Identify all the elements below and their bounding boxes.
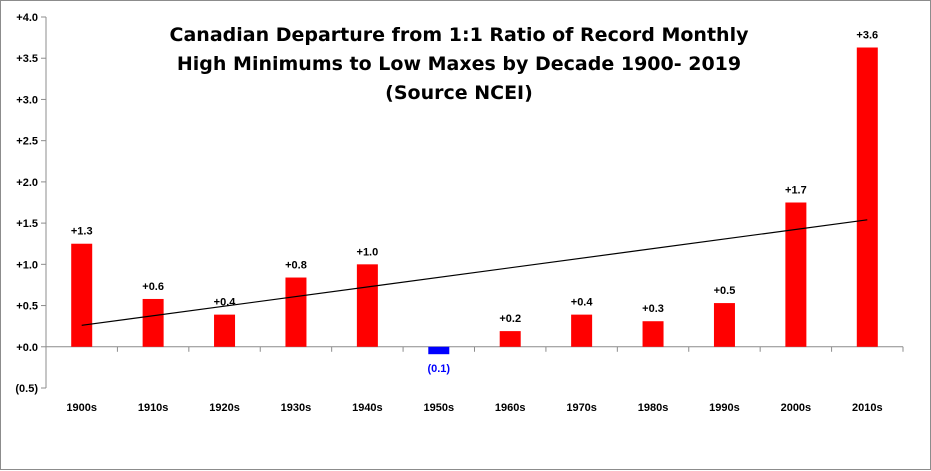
bar-1920s — [214, 314, 236, 347]
y-tick-label: +1.0 — [16, 259, 38, 271]
x-tick-label: 2000s — [781, 402, 812, 414]
y-tick-label: +2.0 — [16, 177, 38, 189]
bar-2000s — [785, 202, 807, 347]
x-tick-label: 1940s — [352, 402, 383, 414]
bar-1980s — [642, 321, 664, 347]
chart-title-line: Canadian Departure from 1:1 Ratio of Rec… — [170, 24, 750, 46]
data-label: +0.4 — [214, 297, 237, 309]
y-tick-label: +0.5 — [16, 301, 38, 313]
y-tick-label: +0.0 — [16, 342, 38, 354]
y-tick-label: +4.0 — [16, 12, 38, 24]
bar-1990s — [713, 303, 735, 347]
data-labels: 1900s +1.3 1910s +0.6 1920s +0.4 1930s +0.8 1940… — [66, 30, 882, 414]
trendline-group — [81, 219, 868, 326]
chart-title-line: (Source NCEI) — [385, 82, 533, 104]
bar-1960s — [499, 331, 521, 347]
trendline — [81, 219, 868, 326]
x-tick-label: 1960s — [495, 402, 526, 414]
x-tick-label: 1970s — [566, 402, 597, 414]
data-label: +0.8 — [285, 260, 307, 272]
x-tick-label: 1980s — [638, 402, 669, 414]
axes: +4.0 +3.5 +3.0 +2.5 +2.0 +1.5 +1.0 +0.5 +0.0 (0.5… — [15, 12, 904, 395]
x-tick-label: 1950s — [423, 402, 454, 414]
bar-2010s — [856, 47, 878, 347]
chart-title-line: High Minimums to Low Maxes by Decade 190… — [177, 53, 741, 75]
data-label: +0.3 — [642, 303, 664, 315]
bar-1950s — [428, 346, 450, 355]
data-label: +0.5 — [714, 285, 736, 297]
data-label: (0.1) — [427, 363, 450, 375]
y-tick-label: +2.5 — [16, 136, 38, 148]
data-label: +0.4 — [571, 297, 594, 309]
data-label: +1.7 — [785, 185, 807, 197]
chart-title: Canadian Departure from 1:1 Ratio of Rec… — [170, 24, 750, 104]
data-label: +3.6 — [856, 30, 878, 42]
x-tick-label: 2010s — [852, 402, 883, 414]
x-tick-label: 1930s — [281, 402, 312, 414]
data-label: +0.2 — [499, 313, 521, 325]
x-tick-label: 1900s — [66, 402, 97, 414]
bars — [71, 47, 878, 355]
y-tick-label: (0.5) — [15, 383, 38, 395]
x-tick-label: 1910s — [138, 402, 169, 414]
bar-1970s — [571, 314, 593, 347]
data-label: +1.3 — [71, 226, 93, 238]
data-label: +1.0 — [357, 246, 379, 258]
x-tick-label: 1920s — [209, 402, 240, 414]
x-tick-label: 1990s — [709, 402, 740, 414]
data-label: +0.6 — [142, 281, 164, 293]
bar-1900s — [71, 243, 93, 347]
y-tick-label: +1.5 — [16, 218, 38, 230]
bar-1940s — [356, 264, 378, 347]
y-tick-label: +3.5 — [16, 53, 38, 65]
bar-1910s — [142, 298, 164, 347]
bar-1930s — [285, 277, 307, 347]
y-tick-label: +3.0 — [16, 94, 38, 106]
